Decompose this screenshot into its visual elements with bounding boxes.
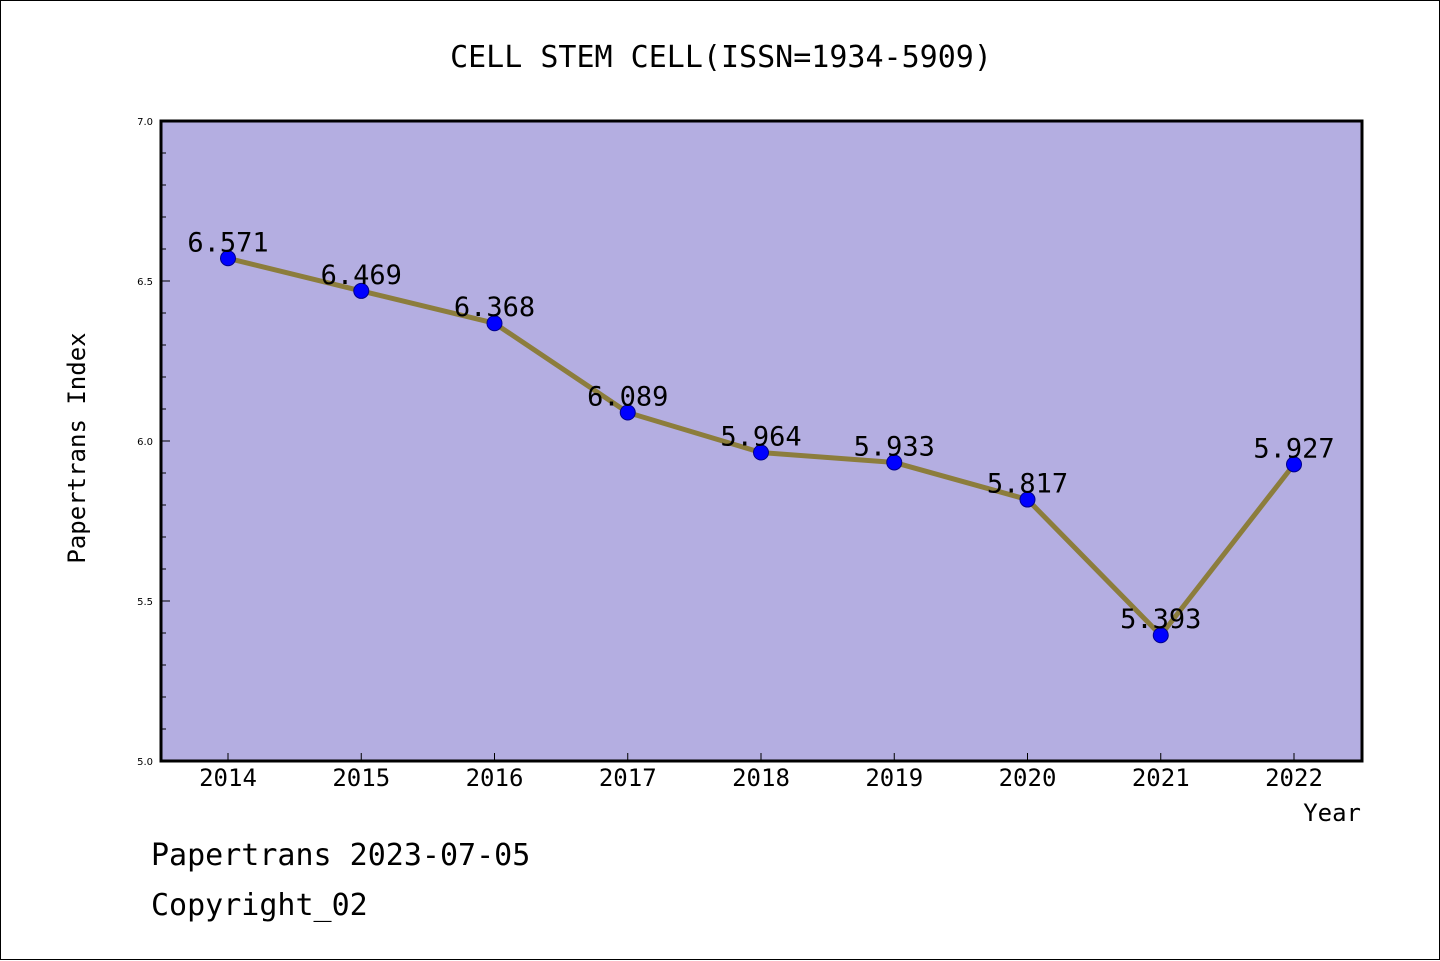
data-label: 6.469: [321, 260, 402, 291]
data-point: [220, 250, 236, 267]
data-labels: 6.571 6.469 6.368 6.089 5.964 5.933 5.817 5.393…: [187, 227, 1334, 635]
x-tick-label: 2017: [599, 764, 657, 792]
x-tick-label: 2018: [732, 764, 790, 792]
y-tick-label: 6.0: [137, 437, 153, 448]
data-point: [1152, 627, 1169, 644]
y-tick-label: 5.5: [137, 597, 153, 608]
data-point: [1019, 491, 1036, 508]
x-tick-label: 2014: [199, 764, 257, 792]
data-point: [886, 454, 903, 471]
data-label: 6.571: [187, 227, 268, 258]
data-point: [353, 282, 370, 299]
data-label: 5.393: [1120, 604, 1201, 635]
y-tick-label: 5.0: [137, 757, 153, 768]
data-label: 6.368: [454, 292, 535, 323]
data-label: 5.933: [854, 431, 935, 462]
x-tick-label: 2019: [865, 764, 923, 792]
y-tick-label: 7.0: [137, 117, 153, 128]
x-tick-label: 2021: [1132, 764, 1190, 792]
x-axis-label: Year: [1303, 799, 1361, 827]
x-tick-label: 2016: [466, 764, 524, 792]
chart-title: CELL STEM CELL(ISSN=1934-5909): [450, 40, 992, 75]
data-point: [619, 404, 636, 421]
y-axis-ticks: 5.0 5.5 6.0 6.5 7.0: [137, 117, 170, 768]
x-axis-ticks: 2014 2015 2016 2017 2018 2019 2020 2021 2022: [199, 753, 1323, 792]
x-tick-label: 2022: [1265, 764, 1323, 792]
y-axis-label: Papertrans Index: [63, 332, 91, 563]
data-label: 6.089: [587, 382, 668, 413]
data-point: [486, 315, 503, 332]
footer-copyright: Copyright_02: [151, 888, 368, 923]
x-tick-label: 2020: [999, 764, 1057, 792]
series-layer: [220, 250, 1302, 644]
data-point: [1286, 456, 1302, 473]
data-label: 5.817: [987, 469, 1068, 500]
plot-area: [159, 119, 1364, 763]
x-tick-label: 2015: [332, 764, 390, 792]
data-point: [753, 444, 769, 461]
data-label: 5.964: [720, 422, 801, 453]
data-label: 5.927: [1253, 433, 1334, 464]
y-tick-label: 6.5: [137, 277, 153, 288]
footer-date: Papertrans 2023-07-05: [151, 838, 530, 873]
